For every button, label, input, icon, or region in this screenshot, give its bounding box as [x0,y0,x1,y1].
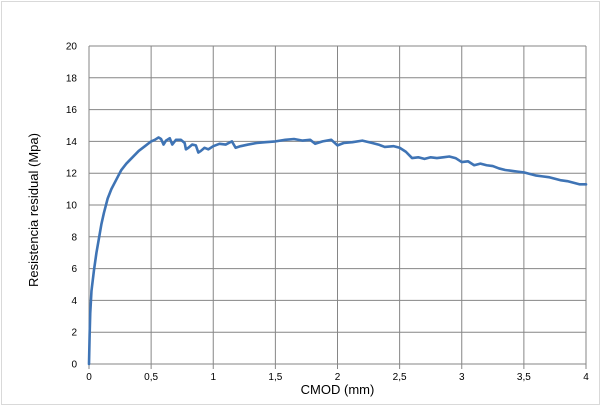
axes [88,46,587,369]
y-tick-label: 12 [66,169,78,180]
x-tick-label: 2,5 [393,372,407,383]
series-layer [87,136,588,366]
x-tick-label: 2 [335,372,341,383]
x-tick-label: 1,5 [268,372,282,383]
x-axis-title: CMOD (mm) [301,382,375,397]
y-tick-label: 18 [66,73,78,84]
y-tick-label: 16 [66,105,78,116]
y-tick-label: 14 [66,137,78,148]
y-tick-label: 6 [71,264,77,275]
x-tick-label: 0,5 [144,372,158,383]
y-tick-label: 2 [71,328,77,339]
y-axis-title: Resistencia residual (Mpa) [26,133,41,287]
x-tick-label: 3,5 [517,372,531,383]
y-tick-label: 0 [71,360,77,371]
y-tick-label: 4 [71,296,77,307]
x-tick-label: 0 [86,372,92,383]
y-tick-label: 20 [66,42,78,53]
y-tick-label: 8 [71,232,77,243]
y-tick-label: 10 [66,201,78,212]
tick-labels: 0 2 4 6 8 10 12 14 16 18 20 0 0,5 1 1,5 2 2,5 3 3,5 4 [66,42,589,384]
x-tick-label: 3 [459,372,465,383]
series-line-0 [87,136,588,366]
x-tick-label: 4 [583,372,589,383]
gridlines [89,45,587,364]
x-tick-label: 1 [210,372,216,383]
